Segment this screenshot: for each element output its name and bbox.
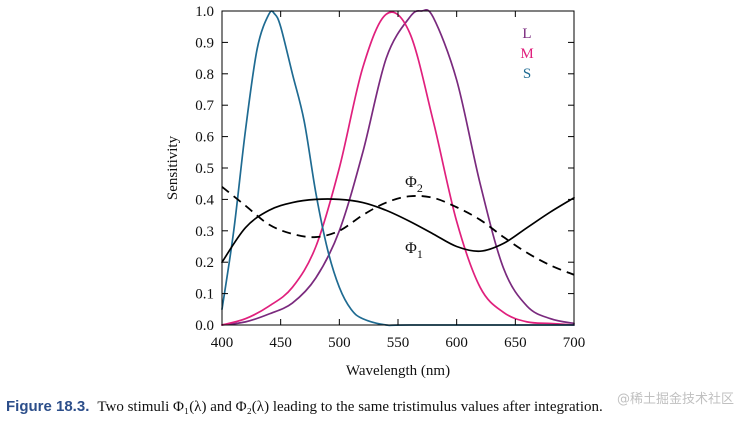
annotation-symbol: Φ (405, 240, 417, 257)
y-tick-label: 0.2 (195, 255, 214, 271)
legend-item-s: S (523, 66, 531, 82)
legend-item-l: L (522, 26, 531, 42)
y-tick-label: 0.7 (195, 98, 214, 114)
x-tick-label: 700 (563, 335, 586, 351)
annotation-subscript: 1 (417, 247, 423, 261)
y-tick-label: 1.0 (195, 4, 214, 20)
figure-label: Figure 18.3. (6, 398, 90, 415)
legend: LMS (520, 26, 533, 82)
x-axis: 400 450 500 550 600 650 700 (211, 11, 586, 351)
annotation-symbol: Φ (405, 174, 417, 191)
x-axis-title: Wavelength (nm) (346, 363, 450, 379)
x-tick-label: 550 (387, 335, 410, 351)
curves-layer (221, 8, 575, 327)
series-phi2-line (221, 186, 575, 276)
figure-caption-text: Two stimuli Φ₁(λ) and Φ₂(λ) leading to t… (97, 399, 603, 415)
y-axis: 0.0 0.1 0.2 0.3 0.4 0.5 0.6 0.7 0.8 0.9 1.0 (195, 4, 574, 334)
x-tick-label: 650 (504, 335, 527, 351)
annotation-subscript: 2 (417, 181, 423, 195)
series-l-line (221, 8, 575, 326)
series-phi1-line (221, 196, 575, 264)
series-m-line (221, 11, 575, 326)
y-tick-label: 0.9 (195, 35, 214, 51)
legend-item-m: M (520, 46, 533, 62)
annotation-phi2: Φ2 (405, 174, 423, 195)
y-tick-label: 0.6 (195, 130, 214, 146)
x-tick-label: 400 (211, 335, 234, 351)
y-axis-title: Sensitivity (165, 135, 181, 200)
y-tick-label: 0.4 (195, 192, 214, 208)
watermark: @稀土掘金技术社区 (616, 392, 734, 407)
chart: 400 450 500 550 600 650 700 0.0 0.1 0.2 0.3 0.4 0.5… (165, 4, 586, 379)
y-tick-label: 0.3 (195, 224, 214, 240)
y-tick-label: 0.1 (195, 287, 214, 303)
y-tick-label: 0.5 (195, 161, 214, 177)
y-tick-label: 0.0 (195, 318, 214, 334)
x-tick-label: 450 (269, 335, 292, 351)
annotation-phi1: Φ1 (405, 240, 423, 261)
x-tick-label: 500 (328, 335, 351, 351)
figure-caption: Figure 18.3. Two stimuli Φ₁(λ) and Φ₂(λ) … (6, 398, 746, 416)
series-s-line (221, 10, 575, 327)
y-tick-label: 0.8 (195, 67, 214, 83)
x-tick-label: 600 (445, 335, 468, 351)
